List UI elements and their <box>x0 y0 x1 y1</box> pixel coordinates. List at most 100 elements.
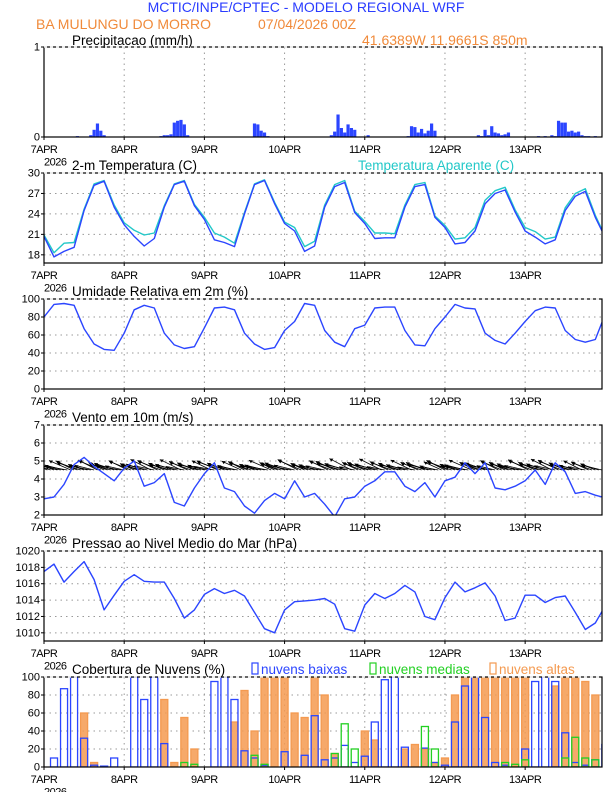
wind-vector-head <box>563 460 568 464</box>
precip-bar <box>162 135 166 137</box>
y-tick-label: 60 <box>28 330 40 342</box>
cloud-bar-nuvens-medias <box>350 748 359 767</box>
x-tick-label: 11APR <box>349 270 381 282</box>
y-tick-label: 80 <box>28 312 40 324</box>
x-tick-label: 7APR <box>31 396 58 408</box>
wind-vector <box>45 465 68 471</box>
wind-vector-head <box>519 463 524 467</box>
x-year-label: 2026 <box>44 157 67 169</box>
wind-vector <box>348 463 372 471</box>
cloud-bar-nuvens-altas <box>260 677 269 767</box>
series-line-temp <box>44 179 602 258</box>
wind-vector-head <box>317 463 322 467</box>
cloud-bar-nuvens-baixas <box>140 698 149 767</box>
cloud-bar-nuvens-altas <box>370 739 379 767</box>
wind-vector <box>379 464 402 471</box>
cloud-bar-nuvens-baixas <box>450 721 460 767</box>
precip-bar <box>92 129 96 137</box>
cloud-bar-nuvens-baixas <box>460 685 470 767</box>
wind-vector-head <box>191 460 196 464</box>
precip-bar <box>483 129 487 137</box>
cloud-bar-nuvens-altas <box>420 748 430 767</box>
cloud-bar-nuvens-altas <box>170 761 179 767</box>
legend-swatch-nuvens-altas <box>489 662 497 675</box>
cloud-bar-nuvens-altas <box>480 677 490 767</box>
wind-vector-head <box>559 465 564 469</box>
precip-bar <box>366 135 370 137</box>
wind-vector <box>498 465 522 471</box>
wind-vector-head <box>339 466 344 470</box>
precip-bar <box>423 133 427 137</box>
cloud-bar-nuvens-altas <box>330 752 339 767</box>
y-tick-label: 20 <box>28 744 40 756</box>
cloud-bar-nuvens-medias <box>500 761 510 767</box>
wind-vector <box>266 464 292 471</box>
plot-area-precip <box>75 114 597 137</box>
x-tick-label: 7APR <box>31 144 58 156</box>
precip-bar <box>169 134 173 137</box>
x-tick-label: 8APR <box>111 144 138 156</box>
series-line-wind <box>44 456 602 515</box>
cloud-bar-nuvens-altas <box>510 677 520 767</box>
wind-vector-head <box>480 461 485 465</box>
wind-vector-head <box>57 462 62 466</box>
wind-vector <box>508 460 532 471</box>
plot-area-wind <box>44 456 602 515</box>
cloud-bar-nuvens-altas <box>160 698 169 767</box>
cloud-bar-nuvens-altas <box>270 677 279 767</box>
panel-pressure: 7APR 8APR 9APR 10APR 11APR 12APR 13APR 2026 1010… <box>16 536 603 673</box>
y-tick-label: 60 <box>28 708 40 720</box>
wind-vector-head <box>305 465 310 469</box>
y-tick-label: 1 <box>34 42 40 54</box>
x-tick-label: 11APR <box>349 648 381 660</box>
wind-vector-head <box>571 462 576 466</box>
wind-vector-head <box>278 460 283 464</box>
precip-bar <box>333 131 337 137</box>
x-tick-label: 12APR <box>429 522 462 534</box>
cloud-bar-nuvens-altas <box>230 721 239 767</box>
x-tick-label: 11APR <box>349 774 381 786</box>
panel-title: Vento em 10m (m/s) <box>72 410 194 425</box>
legend-swatch-nuvens-baixas <box>251 662 259 675</box>
wind-vector-head <box>169 462 174 466</box>
precip-bar <box>556 120 561 137</box>
precip-bar <box>99 130 103 137</box>
x-tick-label: 8APR <box>111 396 138 408</box>
x-tick-label: 11APR <box>349 396 381 408</box>
plot-area-humidity <box>44 302 602 351</box>
x-tick-label: 13APR <box>509 522 542 534</box>
wind-vector <box>527 464 549 471</box>
wind-vector-head <box>261 463 266 467</box>
series-line-pressure <box>44 560 602 634</box>
wind-vector-head <box>178 464 183 468</box>
y-tick-label: 27 <box>28 188 40 200</box>
wind-vector-head <box>534 465 539 469</box>
y-tick-label: 2 <box>34 510 40 522</box>
precip-bar <box>429 123 434 137</box>
wind-vector-head <box>427 462 432 466</box>
wind-vector-head <box>109 461 114 465</box>
cloud-bar-nuvens-baixas <box>150 677 159 767</box>
wind-vector-head <box>387 465 392 469</box>
wind-vector-head <box>355 464 360 468</box>
x-year-label: 2026 <box>44 535 67 547</box>
precip-bar <box>577 131 581 137</box>
precip-bar <box>500 135 504 137</box>
wind-vector-head <box>165 466 170 470</box>
y-tick-label: 0 <box>34 762 40 774</box>
y-tick-label: 40 <box>28 726 40 738</box>
x-tick-label: 9APR <box>191 774 218 786</box>
panel-clouds: 7APR 8APR 9APR 10APR 11APR 12APR 13APR 2026 0 20 4… <box>22 662 603 792</box>
precip-bar <box>419 128 424 137</box>
series-line-humidity <box>44 302 602 351</box>
cloud-bar-nuvens-altas <box>581 680 590 767</box>
x-tick-label: 13APR <box>509 270 542 282</box>
precip-bar <box>560 122 564 137</box>
precip-bar <box>346 124 350 137</box>
precip-bar <box>566 131 571 137</box>
cloud-bar-nuvens-baixas <box>541 677 550 767</box>
wind-vector <box>48 460 71 471</box>
wind-vector-head <box>150 464 155 468</box>
panel-wind: 7APR 8APR 9APR 10APR 11APR 12APR 13APR 2026 2 3 4 5… <box>31 410 603 547</box>
